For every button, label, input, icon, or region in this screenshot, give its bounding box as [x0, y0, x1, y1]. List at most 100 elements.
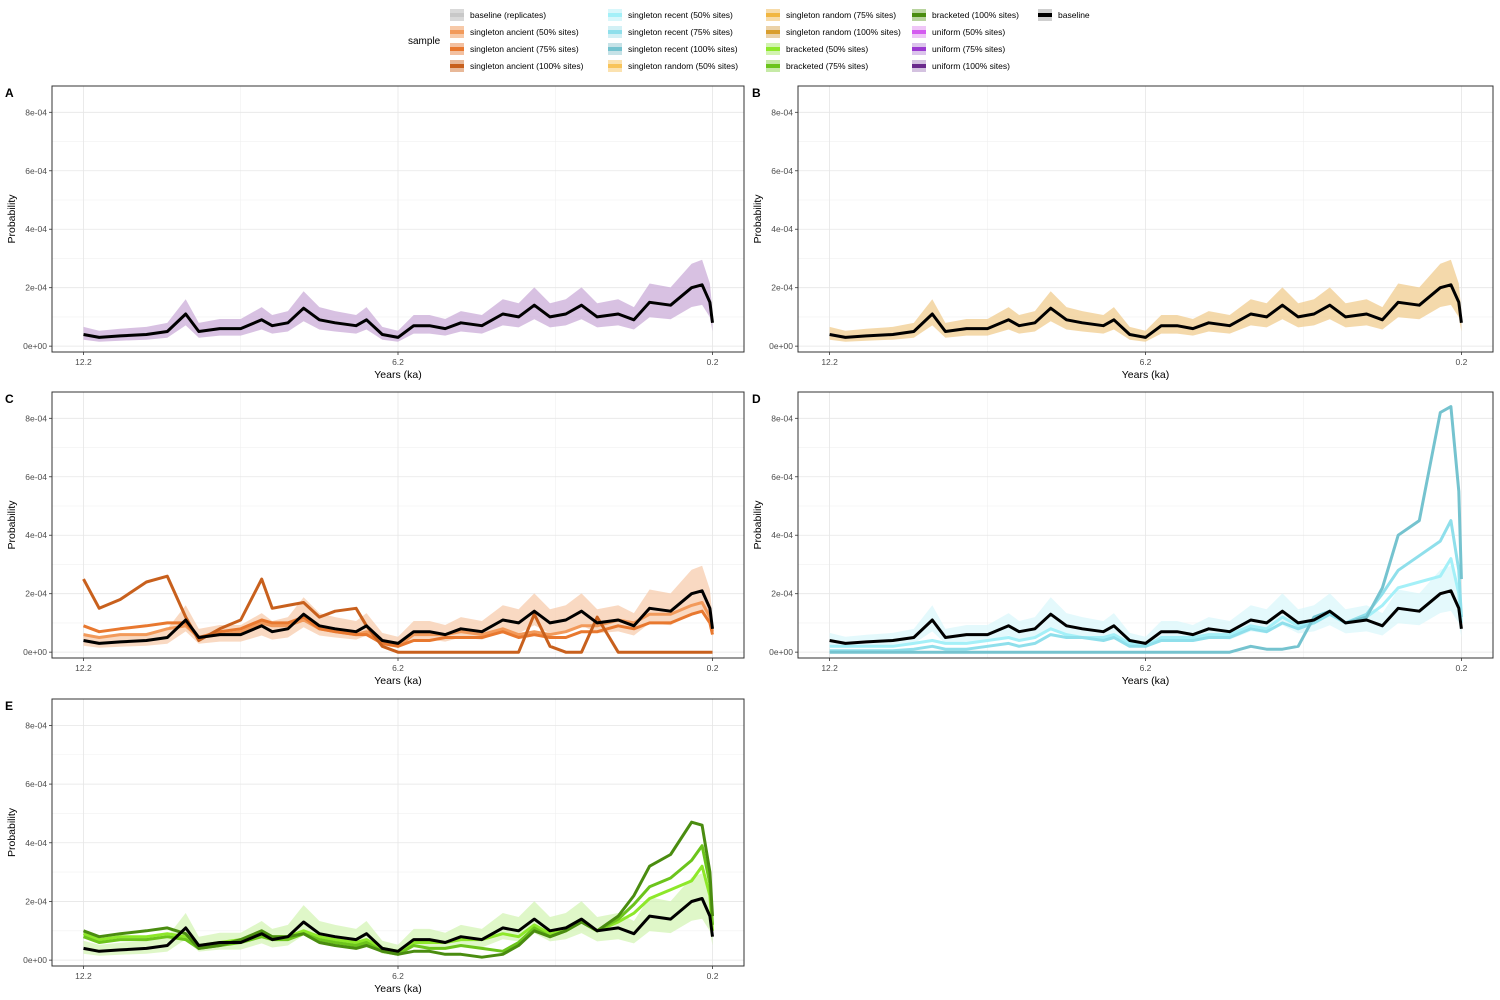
- legend-label: singleton random (100% sites): [786, 27, 901, 37]
- legend-key: [608, 43, 622, 55]
- y-tick-label: 8e-04: [25, 413, 47, 423]
- legend-label: singleton recent (100% sites): [628, 44, 738, 54]
- legend-key: [608, 60, 622, 72]
- x-axis-title: Years (ka): [374, 369, 421, 381]
- legend-swatch: [608, 47, 622, 51]
- legend-key: [608, 26, 622, 38]
- y-tick-label: 0e+00: [23, 647, 47, 657]
- legend-key: [450, 60, 464, 72]
- legend-key: [450, 43, 464, 55]
- legend-key: [450, 26, 464, 38]
- baseline-line: [83, 589, 714, 645]
- legend-label: uniform (75% sites): [932, 44, 1006, 54]
- x-tick-label: 0.2: [707, 971, 719, 981]
- panel-label: C: [5, 392, 14, 406]
- legend-swatch: [450, 64, 464, 68]
- y-tick-label: 4e-04: [25, 224, 47, 234]
- legend-key: [766, 43, 780, 55]
- legend-swatch: [912, 47, 926, 51]
- legend-title: sample: [408, 36, 441, 47]
- y-tick-label: 6e-04: [25, 779, 47, 789]
- x-axis-title: Years (ka): [1122, 369, 1169, 381]
- legend-label: baseline (replicates): [470, 10, 547, 20]
- legend-swatch: [608, 30, 622, 34]
- y-tick-label: 2e-04: [771, 283, 793, 293]
- y-tick-label: 8e-04: [25, 107, 47, 117]
- baseline-line: [83, 897, 714, 953]
- plot-border: [51, 698, 745, 967]
- panel-label: A: [5, 86, 14, 100]
- legend-label: baseline: [1058, 10, 1090, 20]
- legend-key: [912, 43, 926, 55]
- legend-label: uniform (100% sites): [932, 61, 1010, 71]
- y-tick-label: 4e-04: [25, 838, 47, 848]
- x-tick-label: 0.2: [707, 663, 719, 673]
- x-tick-label: 6.2: [392, 357, 404, 367]
- baseline-line: [829, 283, 1463, 339]
- x-tick-label: 12.2: [75, 663, 92, 673]
- y-tick-label: 2e-04: [771, 589, 793, 599]
- y-tick-label: 6e-04: [25, 166, 47, 176]
- x-tick-label: 6.2: [392, 663, 404, 673]
- panel-label: B: [752, 86, 761, 100]
- legend-label: bracketed (75% sites): [786, 61, 869, 71]
- panel-e: E 12.2 6.2 0.2 0e+00 2e-04 4e-04 6e-04 8e-04 Year…: [5, 698, 745, 995]
- y-tick-label: 6e-04: [25, 472, 47, 482]
- replicate-band: [83, 259, 713, 342]
- y-tick-label: 0e+00: [769, 341, 793, 351]
- y-tick-label: 2e-04: [25, 283, 47, 293]
- y-tick-label: 0e+00: [769, 647, 793, 657]
- y-tick-label: 0e+00: [23, 955, 47, 965]
- panel-label: D: [752, 392, 761, 406]
- legend-key: [1038, 9, 1052, 21]
- y-tick-label: 2e-04: [25, 589, 47, 599]
- plot-border: [51, 391, 745, 659]
- legend-label: bracketed (100% sites): [932, 10, 1019, 20]
- plot-border: [51, 85, 745, 353]
- y-tick-label: 6e-04: [771, 166, 793, 176]
- legend-key: [912, 60, 926, 72]
- x-tick-label: 12.2: [821, 663, 838, 673]
- x-axis-title: Years (ka): [374, 675, 421, 687]
- x-tick-label: 6.2: [1140, 663, 1152, 673]
- legend-label: singleton ancient (50% sites): [470, 27, 579, 37]
- panel-a: A 12.2 6.2 0.2 0e+00 2e-04 4e-04 6e-04 8e-04 Year…: [5, 85, 745, 381]
- plot-border: [797, 391, 1494, 659]
- panel-c: C 12.2 6.2 0.2 0e+00 2e-04 4e-04 6e-04 8e-04 Year…: [5, 391, 745, 687]
- series-line-1: [829, 557, 1463, 648]
- legend-swatch: [912, 13, 926, 17]
- x-tick-label: 0.2: [1455, 663, 1467, 673]
- x-axis-title: Years (ka): [1122, 675, 1169, 687]
- legend-key: [450, 9, 464, 21]
- x-tick-label: 0.2: [1455, 357, 1467, 367]
- y-tick-label: 0e+00: [23, 341, 47, 351]
- legend-swatch: [450, 30, 464, 34]
- y-axis-title: Probability: [6, 807, 18, 857]
- series-line-3: [829, 405, 1463, 654]
- y-tick-label: 8e-04: [771, 413, 793, 423]
- x-tick-label: 12.2: [821, 357, 838, 367]
- y-tick-label: 6e-04: [771, 472, 793, 482]
- y-tick-label: 4e-04: [771, 530, 793, 540]
- legend-swatch: [450, 13, 464, 17]
- legend: sample baseline (replicates) singleton an…: [0, 0, 1500, 80]
- legend-swatch: [766, 30, 780, 34]
- x-tick-label: 12.2: [75, 357, 92, 367]
- legend-key: [766, 60, 780, 72]
- legend-swatch: [608, 64, 622, 68]
- legend-key: [608, 9, 622, 21]
- legend-swatch: [450, 47, 464, 51]
- legend-swatch: [912, 64, 926, 68]
- x-axis-title: Years (ka): [374, 983, 421, 995]
- legend-swatch: [1038, 13, 1052, 17]
- legend-label: singleton random (50% sites): [628, 61, 739, 71]
- legend-label: uniform (50% sites): [932, 27, 1006, 37]
- legend-label: singleton ancient (75% sites): [470, 44, 579, 54]
- legend-swatch: [912, 30, 926, 34]
- y-axis-title: Probability: [752, 500, 764, 550]
- legend-label: singleton recent (50% sites): [628, 10, 733, 20]
- y-axis-title: Probability: [752, 194, 764, 244]
- y-axis-title: Probability: [6, 194, 18, 244]
- plot-border: [797, 85, 1494, 353]
